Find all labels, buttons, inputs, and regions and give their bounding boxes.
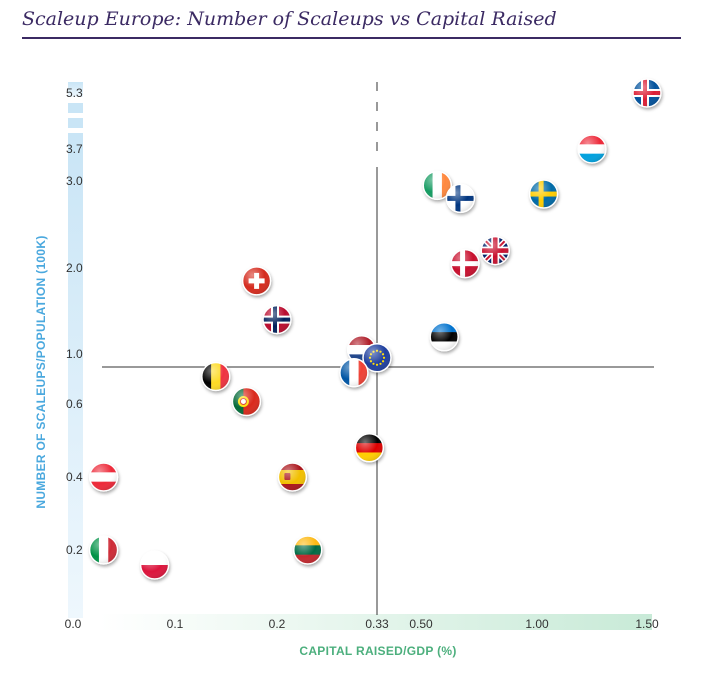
data-point-austria: [88, 462, 119, 492]
y-tick-label: 0.2: [66, 543, 83, 557]
data-point-eu: [362, 343, 392, 373]
x-tick-label: 1.50: [635, 617, 659, 631]
y-tick-label: 3.7: [66, 142, 83, 156]
y-tick-label: 2.0: [66, 261, 83, 275]
x-tick-label: 0.50: [409, 617, 433, 631]
data-point-iceland: [632, 78, 662, 108]
data-point-estonia: [429, 322, 459, 352]
x-axis-title: CAPITAL RAISED/GDP (%): [299, 644, 456, 658]
data-point-luxembourg: [577, 134, 607, 164]
x-tick-label: 0.1: [167, 617, 184, 631]
data-point-switzerland: [241, 266, 272, 296]
data-point-poland: [139, 550, 170, 580]
data-point-uk: [480, 235, 510, 266]
data-point-germany: [354, 433, 385, 463]
y-tick-label: 0.4: [66, 470, 83, 484]
data-point-norway: [262, 304, 292, 335]
x-tick-label: 0.33: [365, 617, 389, 631]
chart-title: Scaleup Europe: Number of Scaleups vs Ca…: [22, 8, 557, 30]
x-axis-band: [100, 614, 652, 630]
data-point-denmark: [450, 248, 480, 279]
data-point-belgium: [201, 361, 231, 392]
y-tick-label: 5.3: [66, 86, 83, 100]
data-point-sweden: [528, 179, 559, 209]
y-tick-label: 1.0: [66, 347, 83, 361]
data-point-finland: [445, 183, 476, 214]
data-point-portugal: [231, 386, 262, 417]
data-point-spain: [277, 462, 308, 492]
data-point-ireland: [422, 170, 452, 201]
y-axis-band: [68, 82, 83, 618]
data-point-lithuania: [293, 535, 323, 565]
y-axis-title: NUMBER OF SCALEUPS/POPULATION (100K): [34, 235, 48, 508]
x-tick-label: 0.0: [65, 617, 82, 631]
data-point-france: [339, 358, 369, 388]
data-point-italy: [88, 535, 119, 565]
y-tick-label: 3.0: [66, 174, 83, 188]
title-divider: [22, 37, 681, 39]
x-tick-label: 1.00: [525, 617, 549, 631]
y-tick-label: 0.6: [66, 397, 83, 411]
x-tick-label: 0.2: [269, 617, 286, 631]
